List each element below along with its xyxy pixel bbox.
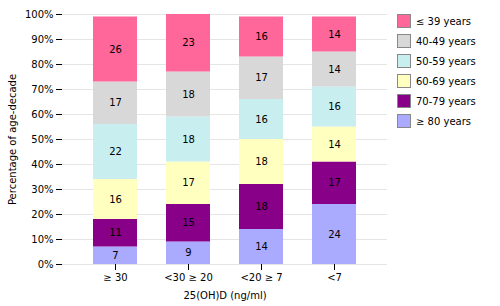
svg-text:11: 11 [109, 227, 122, 238]
svg-text:≥ 30: ≥ 30 [103, 272, 127, 283]
svg-text:10%: 10% [31, 234, 53, 245]
svg-text:24: 24 [328, 229, 341, 240]
svg-text:40%: 40% [31, 159, 53, 170]
svg-text:25(OH)D (ng/ml): 25(OH)D (ng/ml) [183, 290, 266, 301]
svg-text:7: 7 [112, 250, 118, 261]
html-text:40-49 years: 40-49 years [416, 35, 476, 47]
svg-text:90%: 90% [31, 34, 53, 45]
svg-text:<20 ≥ 7: <20 ≥ 7 [240, 272, 282, 283]
svg-text:9: 9 [185, 247, 191, 258]
svg-text:60%: 60% [31, 109, 53, 120]
svg-text:14: 14 [328, 139, 341, 150]
html-text:50-59 years: 50-59 years [416, 55, 476, 67]
svg-text:23: 23 [182, 37, 195, 48]
svg-text:18: 18 [255, 156, 268, 167]
svg-text:17: 17 [328, 177, 341, 188]
svg-text:15: 15 [182, 217, 195, 228]
svg-text:17: 17 [109, 97, 122, 108]
svg-text:80%: 80% [31, 59, 53, 70]
svg-text:22: 22 [109, 146, 122, 157]
html-text:60-69 years: 60-69 years [416, 75, 476, 87]
svg-text:18: 18 [182, 134, 195, 145]
svg-text:20%: 20% [31, 209, 53, 220]
svg-text:16: 16 [255, 114, 268, 125]
svg-text:18: 18 [255, 201, 268, 212]
svg-text:16: 16 [109, 194, 122, 205]
svg-text:26: 26 [109, 44, 122, 55]
svg-text:<30 ≥ 20: <30 ≥ 20 [164, 272, 213, 283]
svg-text:17: 17 [255, 72, 268, 83]
svg-text:0%: 0% [38, 259, 54, 270]
svg-text:17: 17 [182, 177, 195, 188]
svg-text:<7: <7 [327, 272, 342, 283]
html-text:≥ 80 years: ≥ 80 years [416, 115, 471, 127]
svg-text:50%: 50% [31, 134, 53, 145]
svg-text:14: 14 [328, 64, 341, 75]
svg-text:Percentage of age-decade: Percentage of age-decade [7, 74, 18, 205]
svg-text:18: 18 [182, 89, 195, 100]
html-text:70-79 years: 70-79 years [416, 95, 476, 107]
svg-text:14: 14 [255, 241, 268, 252]
svg-text:30%: 30% [31, 184, 53, 195]
svg-text:100%: 100% [25, 9, 54, 20]
svg-text:16: 16 [255, 31, 268, 42]
svg-text:70%: 70% [31, 84, 53, 95]
html-text:≤ 39 years: ≤ 39 years [416, 15, 471, 27]
svg-text:14: 14 [328, 29, 341, 40]
svg-text:16: 16 [328, 101, 341, 112]
